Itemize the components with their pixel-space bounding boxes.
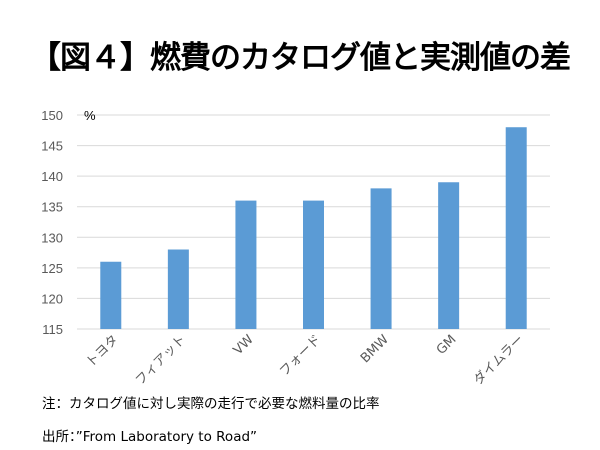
y-axis-unit: %	[84, 108, 96, 123]
bar	[100, 261, 122, 329]
y-tick-label: 150	[41, 108, 63, 123]
bar	[303, 200, 324, 329]
bar	[438, 182, 460, 329]
x-tick-label: ダイムラー	[471, 332, 527, 388]
y-tick-label: 115	[42, 322, 63, 337]
x-tick-label: BMW	[358, 332, 392, 366]
y-tick-label: 140	[41, 169, 63, 184]
y-tick-label: 135	[41, 200, 63, 215]
x-tick-label: トヨタ	[83, 332, 121, 370]
x-tick-label: フィアット	[133, 332, 189, 388]
x-tick-label: GM	[434, 332, 460, 358]
bar	[167, 249, 189, 329]
bar	[370, 188, 392, 329]
bar	[505, 127, 527, 329]
chart-title: 【図４】燃費のカタログ値と実測値の差	[30, 40, 571, 76]
x-tick-label: VW	[231, 332, 257, 358]
x-tick-label: フォード	[277, 332, 324, 379]
y-tick-label: 130	[41, 230, 63, 245]
y-tick-label: 125	[41, 261, 63, 276]
bar	[235, 200, 257, 329]
chart-note: 注：カタログ値に対し実際の走行で必要な燃料量の比率	[42, 396, 380, 412]
chart-source: 出所：”From Laboratory to Road”	[42, 429, 258, 445]
y-tick-label: 145	[41, 139, 63, 154]
y-tick-label: 120	[41, 291, 63, 306]
